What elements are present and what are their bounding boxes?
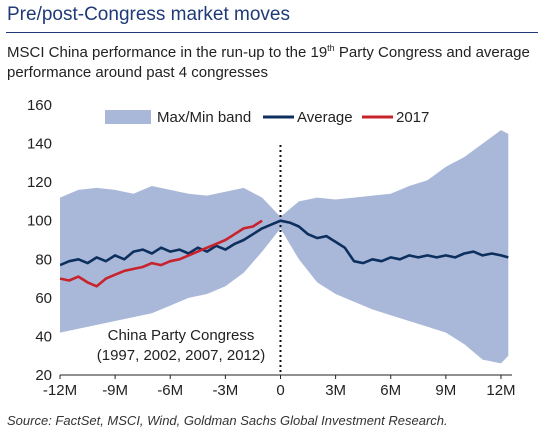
y-tick-label: 100 bbox=[27, 213, 52, 230]
chart-subtitle: MSCI China performance in the run-up to … bbox=[7, 38, 537, 83]
legend-label-2017: 2017 bbox=[396, 109, 429, 126]
chart-title: Pre/post-Congress market moves bbox=[7, 4, 290, 25]
title-divider bbox=[6, 32, 538, 33]
subtitle-text: MSCI China performance in the run-up to … bbox=[7, 44, 328, 61]
annotation: China Party Congress (1997, 2002, 2007, 2… bbox=[97, 327, 265, 364]
chart-plot: 20 40 60 80 100 120 140 160 -12M -9M -6M -3M 0 3M 6M 9M… bbox=[27, 97, 516, 399]
x-tick-label: 12M bbox=[486, 382, 515, 399]
axes: 20 40 60 80 100 120 140 160 -12M -9M -6M -3M 0 3M 6M 9M… bbox=[27, 97, 516, 399]
x-tick-label: -12M bbox=[43, 382, 77, 399]
x-tick-label: 0 bbox=[276, 382, 284, 399]
y-tick-label: 40 bbox=[35, 328, 52, 345]
y-tick-label: 140 bbox=[27, 136, 52, 153]
source-note: Source: FactSet, MSCI, Wind, Goldman Sac… bbox=[7, 413, 448, 428]
x-tick-label: -3M bbox=[212, 382, 238, 399]
x-tick-label: -9M bbox=[102, 382, 128, 399]
x-tick-label: 9M bbox=[435, 382, 456, 399]
legend-label-average: Average bbox=[297, 109, 353, 126]
y-tick-label: 160 bbox=[27, 97, 52, 114]
series-layer bbox=[60, 219, 509, 288]
y-tick-label: 20 bbox=[35, 367, 52, 384]
legend-label-band: Max/Min band bbox=[157, 109, 251, 126]
average-line bbox=[60, 219, 509, 267]
subtitle-text-rest: Party Congress and average performance a… bbox=[7, 44, 530, 81]
legend-swatch-band bbox=[105, 110, 151, 124]
line-2017 bbox=[60, 219, 263, 288]
annotation-line: China Party Congress bbox=[108, 327, 255, 344]
x-tick-label: 3M bbox=[325, 382, 346, 399]
annotation-line: (1997, 2002, 2007, 2012) bbox=[97, 347, 265, 364]
y-tick-label: 80 bbox=[35, 251, 52, 268]
y-tick-label: 120 bbox=[27, 174, 52, 191]
x-tick-label: -6M bbox=[157, 382, 183, 399]
max-min-band bbox=[60, 130, 509, 364]
y-tick-label: 60 bbox=[35, 290, 52, 307]
band-layer bbox=[60, 130, 509, 364]
x-tick-label: 6M bbox=[380, 382, 401, 399]
legend: Max/Min band Average 2017 bbox=[105, 109, 429, 126]
subtitle-superscript: th bbox=[327, 43, 335, 53]
